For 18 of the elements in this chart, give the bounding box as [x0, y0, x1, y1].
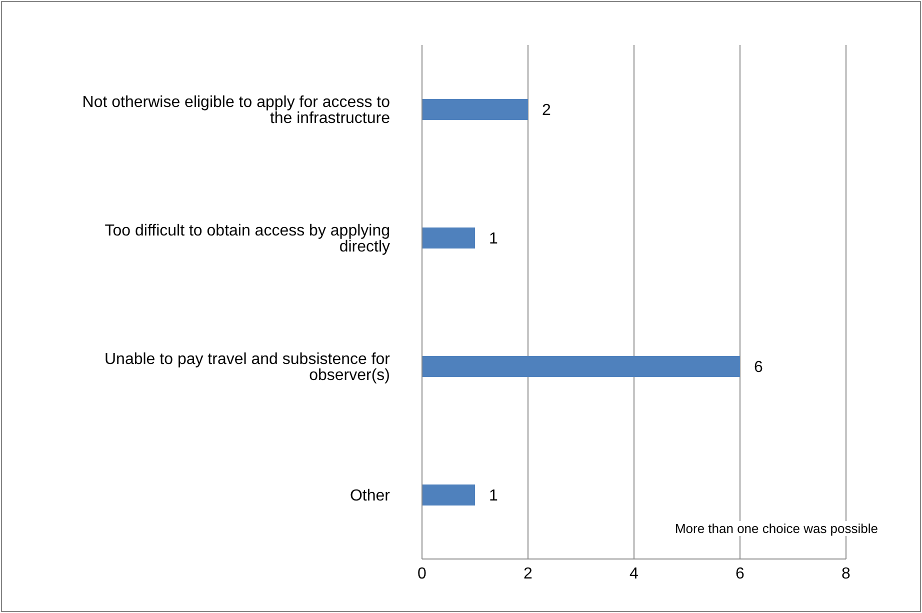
- annotation: More than one choice was possible: [672, 521, 880, 536]
- bar: [422, 98, 528, 120]
- data-label: 1: [489, 488, 498, 505]
- bar: [422, 356, 740, 377]
- x-tick-label: 8: [842, 565, 851, 582]
- y-tick-label: Not otherwise eligible to apply for access to the infrastructure: [82, 94, 390, 127]
- x-tick-label: 0: [418, 565, 427, 582]
- x-tick-label: 6: [736, 565, 745, 582]
- x-tick-label: 2: [524, 565, 533, 582]
- bar: [422, 484, 475, 506]
- y-tick-label: Too difficult to obtain access by applying directly: [104, 222, 390, 256]
- data-label: 6: [754, 359, 763, 376]
- y-tick-label: Other: [350, 487, 391, 504]
- data-label: 1: [489, 230, 498, 248]
- bar: [422, 227, 475, 248]
- data-label: 2: [542, 102, 551, 120]
- y-tick-label: Unable to pay travel and subsistence for observer(s): [104, 350, 391, 384]
- x-tick-label: 4: [630, 565, 639, 582]
